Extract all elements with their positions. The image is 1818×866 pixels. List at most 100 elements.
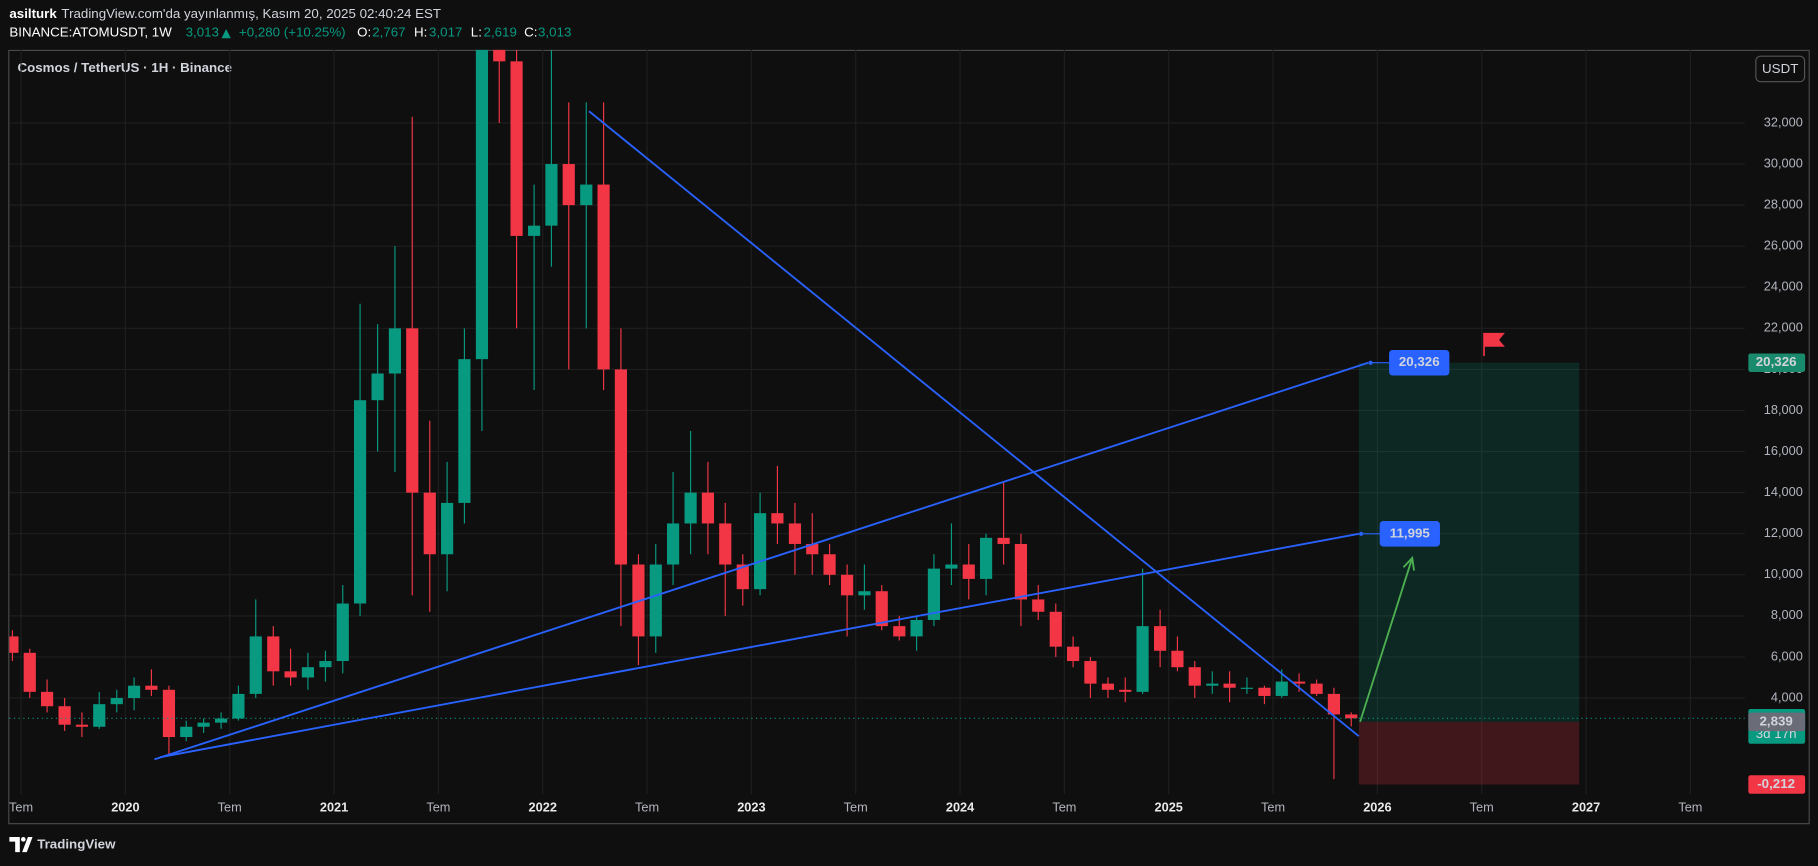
candle-body (1240, 687, 1253, 689)
ohlc-value: 3,013 (538, 24, 571, 39)
candle-body (1258, 687, 1271, 696)
candle-body (1014, 543, 1028, 600)
symbol: BINANCE:ATOMUSDT, 1W (9, 24, 172, 39)
loss-zone (1358, 721, 1580, 785)
price-label-box (1379, 521, 1440, 547)
user: asilturk (9, 5, 57, 20)
candle-body (649, 564, 662, 637)
y-tick-label: 24,000 (1764, 279, 1803, 294)
candle-body (162, 689, 176, 738)
arrow-head (1402, 555, 1415, 571)
ohlc-value: 2,767 (372, 24, 405, 39)
candle-body (562, 164, 575, 206)
flag (1484, 332, 1505, 347)
candle-body (945, 564, 958, 569)
x-tick-label: Tem (1261, 799, 1285, 814)
ohlc-key: H: (414, 24, 427, 39)
candle-body (788, 523, 802, 544)
chart-title: Cosmos / TetherUS · 1H · Binance (17, 60, 232, 75)
candle-body (545, 164, 558, 226)
candle-body (267, 636, 280, 672)
candle-body (23, 652, 36, 692)
x-tick-label: 2027 (1572, 799, 1600, 814)
candle-body (336, 603, 349, 662)
candle-body (145, 685, 158, 690)
candle-body (893, 626, 906, 637)
candle-body (1119, 689, 1132, 692)
candle-body (441, 502, 454, 555)
candle-body (388, 328, 402, 374)
x-tick-label: 2023 (737, 799, 765, 814)
x-tick-label: 2021 (320, 799, 348, 814)
candle-body (1171, 650, 1184, 668)
candle-body (1327, 693, 1341, 715)
brand: TradingView (37, 837, 116, 852)
candle-body (9, 636, 19, 653)
x-tick-label: 2022 (529, 799, 557, 814)
candle-body (771, 513, 784, 524)
candle-body (806, 543, 819, 555)
y-tick-label: 32,000 (1764, 114, 1803, 129)
logo-icon (9, 837, 33, 853)
candle-body (475, 49, 489, 360)
candle-body (1084, 661, 1097, 684)
price-label: 11,995 (1390, 525, 1431, 540)
target-label-box (1748, 353, 1806, 372)
candle-body (719, 523, 732, 565)
ohlc-value: 3,017 (429, 24, 462, 39)
symbol-line: BINANCE:ATOMUSDT, 1W 3,013 +0,280 (+10.25%… (9, 24, 571, 39)
candle-body (1223, 683, 1236, 688)
candle-body (875, 591, 888, 627)
x-tick-label: Tem (635, 799, 659, 814)
y-tick-label: 18,000 (1764, 402, 1803, 417)
currency-button[interactable] (1755, 55, 1806, 83)
candle-body (40, 691, 54, 707)
last: 3,013 (186, 24, 219, 39)
y-tick-label: 14,000 (1764, 484, 1803, 499)
candle-body (684, 492, 697, 524)
candle-body (510, 61, 523, 236)
ohlc-value: 2,619 (484, 24, 517, 39)
y-tick-label: 22,000 (1764, 320, 1803, 335)
candle-body (823, 554, 836, 575)
chart-frame (8, 49, 1810, 825)
candle-body (1310, 683, 1323, 694)
price-label: 20,326 (1399, 354, 1440, 369)
candle-body (1292, 681, 1306, 684)
header-line: asilturk TradingView.com'da yayınlanmış, … (9, 5, 441, 20)
candle-body (1032, 599, 1045, 612)
candle-body (75, 724, 89, 727)
ohlc-key: O: (357, 24, 371, 39)
target-label: 20,326 (1756, 354, 1797, 369)
entry-label: 2,839 (1759, 713, 1792, 728)
price-label-box (1389, 349, 1450, 376)
candle-body (371, 373, 384, 401)
logo-dot (20, 837, 26, 842)
y-tick-label: 26,000 (1764, 238, 1803, 253)
candle-body (736, 564, 749, 590)
candle-body (1049, 611, 1062, 647)
candle-body (754, 513, 767, 590)
candle-body (614, 369, 627, 565)
candle-body (1275, 681, 1288, 696)
candle-body (597, 184, 610, 370)
candle-body (1188, 667, 1201, 686)
x-tick-label: Tem (844, 799, 868, 814)
candle-body (910, 619, 923, 637)
y-tick-label: 8,000 (1771, 607, 1803, 622)
entry-label-box (1748, 712, 1806, 732)
x-tick-label: 2020 (111, 799, 139, 814)
x-tick-label: Tem (1678, 799, 1702, 814)
y-tick-label: 28,000 (1764, 196, 1803, 211)
candle-body (580, 184, 593, 206)
stop-label-box (1748, 775, 1806, 794)
candle-body (493, 49, 506, 62)
y-tick-label: 12,000 (1764, 525, 1803, 540)
candle-body (458, 359, 471, 503)
trendline (588, 110, 1360, 737)
candle-body (841, 574, 854, 596)
currency[interactable]: USDT (1762, 61, 1798, 76)
y-tick-label: 10,000 (1764, 566, 1803, 581)
